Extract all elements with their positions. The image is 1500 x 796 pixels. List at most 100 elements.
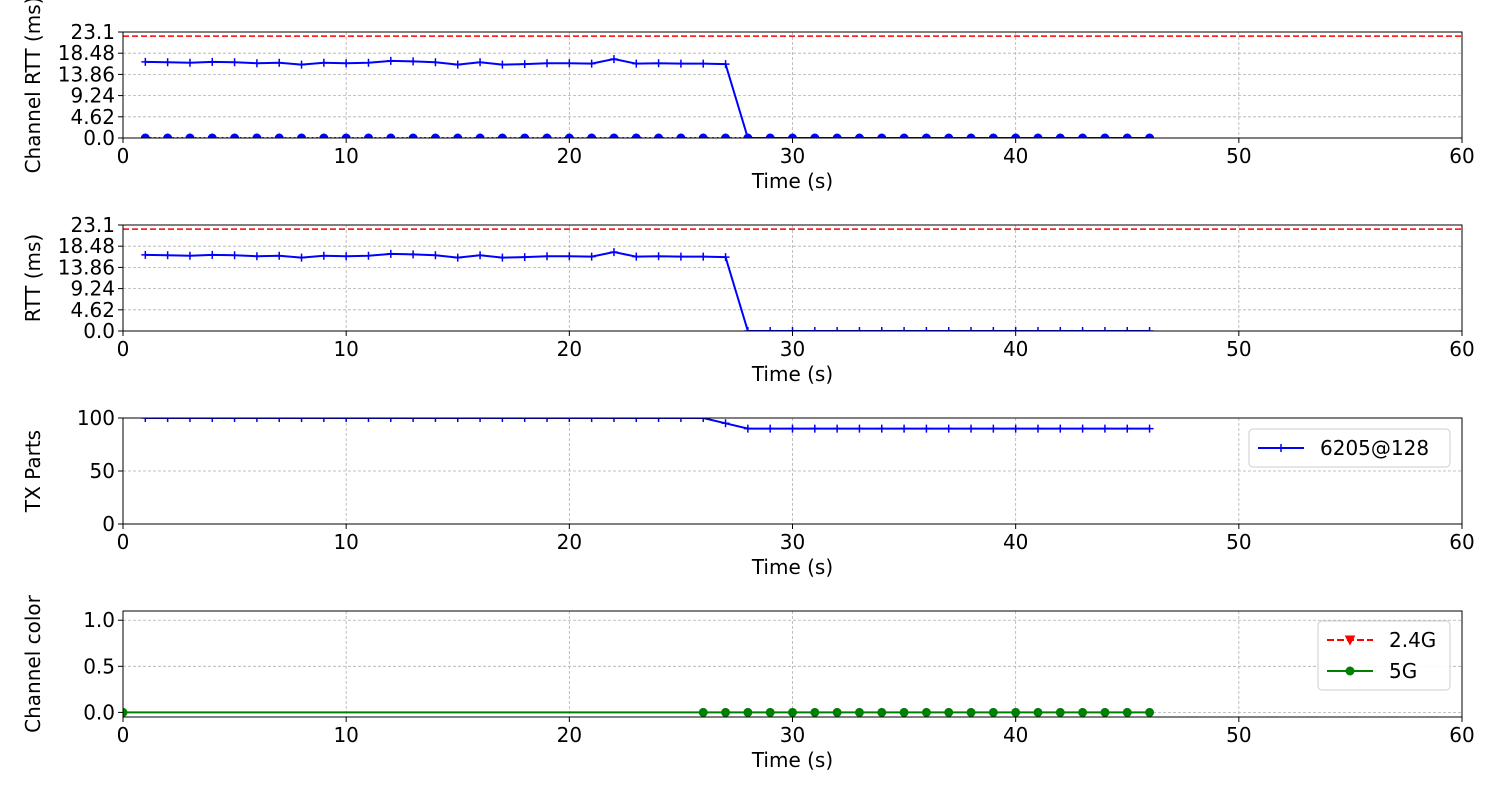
data-point — [297, 60, 306, 69]
data-point — [587, 252, 596, 261]
data-point — [208, 418, 217, 422]
data-point — [899, 707, 909, 717]
data-point — [476, 251, 485, 260]
data-point — [1055, 707, 1065, 717]
data-point — [721, 253, 730, 262]
legend-label: 2.4G — [1389, 628, 1436, 652]
legend-marker — [1344, 635, 1356, 646]
data-point — [676, 133, 686, 138]
data-point — [208, 250, 217, 259]
data-point — [498, 418, 507, 422]
chart-panel-4: 0 10 20 30 40 50 60 0.0 0.5 1.0 Time (s) Channel co… — [21, 594, 1475, 772]
series-2 — [123, 707, 1155, 717]
data-point — [721, 133, 731, 138]
y-tick-label: 0.5 — [83, 654, 115, 678]
data-point — [252, 59, 261, 68]
data-point — [833, 424, 842, 433]
data-point — [252, 133, 262, 138]
data-point — [208, 57, 217, 66]
data-point — [520, 60, 529, 69]
data-point — [185, 58, 194, 67]
data-point — [453, 418, 462, 422]
data-point — [1011, 707, 1021, 717]
data-point — [163, 418, 172, 422]
data-point — [453, 60, 462, 69]
x-tick-label: 30 — [780, 144, 805, 168]
data-point — [1078, 424, 1087, 433]
data-point — [810, 133, 820, 138]
data-point — [921, 707, 931, 717]
data-point — [609, 418, 618, 422]
series-line — [145, 58, 1150, 138]
data-point — [520, 133, 530, 138]
data-point — [1055, 133, 1065, 138]
data-point — [899, 133, 909, 138]
data-point — [743, 327, 752, 331]
x-tick-label: 50 — [1226, 530, 1251, 554]
data-point — [185, 418, 194, 422]
x-tick-label: 40 — [1003, 144, 1028, 168]
x-axis-label: Time (s) — [751, 362, 833, 386]
data-point — [832, 707, 842, 717]
data-point — [1033, 424, 1042, 433]
data-point — [364, 251, 373, 260]
x-tick-label: 0 — [117, 337, 130, 361]
x-tick-label: 0 — [117, 530, 130, 554]
data-point — [207, 133, 217, 138]
data-point — [163, 133, 173, 138]
data-point — [721, 707, 731, 717]
data-point — [431, 418, 440, 422]
series-1 — [141, 248, 1154, 331]
data-point — [230, 251, 239, 260]
y-tick-label: 0.0 — [83, 126, 115, 150]
data-point — [123, 707, 128, 717]
data-point — [520, 253, 529, 262]
data-point — [1145, 707, 1155, 717]
data-point — [386, 418, 395, 422]
data-point — [654, 133, 664, 138]
data-point — [788, 424, 797, 433]
data-point — [1145, 424, 1154, 433]
data-point — [275, 58, 284, 67]
x-tick-label: 60 — [1449, 144, 1474, 168]
chart-panel-3: 0 10 20 30 40 50 60 0 50 100 Time (s) TX Parts 6205@… — [21, 406, 1475, 579]
data-point — [855, 327, 864, 331]
data-point — [900, 327, 909, 331]
data-point — [230, 418, 239, 422]
data-point — [364, 58, 373, 67]
x-tick-label: 20 — [557, 337, 582, 361]
data-point — [765, 133, 775, 138]
legend-marker — [1277, 444, 1285, 452]
y-tick-label: 18.48 — [58, 234, 115, 258]
data-point — [609, 133, 619, 138]
data-point — [989, 424, 998, 433]
data-point — [921, 133, 931, 138]
x-tick-label: 60 — [1449, 723, 1474, 747]
data-point — [854, 707, 864, 717]
data-point — [319, 133, 329, 138]
data-point — [1123, 327, 1132, 331]
data-point — [431, 251, 440, 260]
data-point — [766, 327, 775, 331]
data-point — [431, 58, 440, 67]
data-point — [1100, 133, 1110, 138]
data-point — [1011, 133, 1021, 138]
data-point — [319, 418, 328, 422]
x-tick-label: 40 — [1003, 723, 1028, 747]
data-point — [854, 133, 864, 138]
data-point — [631, 133, 641, 138]
data-point — [252, 252, 261, 261]
series-line — [145, 418, 1150, 430]
data-point — [676, 252, 685, 261]
x-tick-label: 20 — [557, 144, 582, 168]
y-tick-label: 1.0 — [83, 608, 115, 632]
data-point — [498, 60, 507, 69]
data-point — [342, 252, 351, 261]
y-tick-label: 100 — [77, 406, 115, 430]
y-axis-label: RTT (ms) — [21, 234, 45, 322]
y-tick-label: 18.48 — [58, 41, 115, 65]
x-tick-label: 50 — [1226, 723, 1251, 747]
data-point — [1011, 327, 1020, 331]
